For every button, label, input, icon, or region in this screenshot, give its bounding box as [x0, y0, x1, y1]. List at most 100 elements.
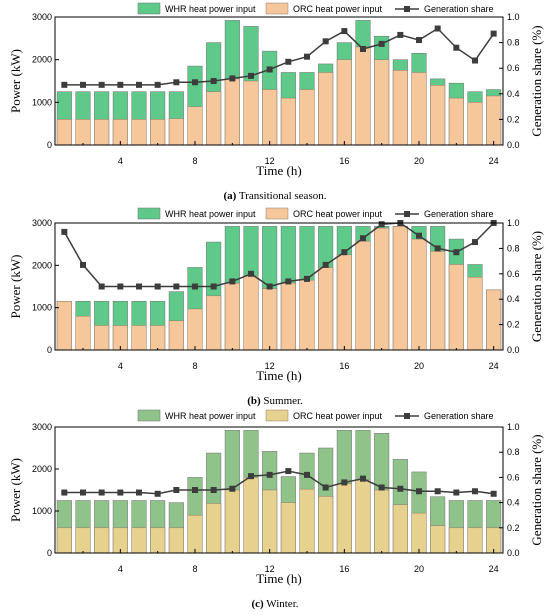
orc-bar: [56, 527, 72, 554]
generation-share-point: [285, 58, 292, 65]
orc-bar: [168, 527, 184, 554]
x-tick-label: 8: [192, 361, 197, 371]
x-axis-title: Time (h): [256, 571, 301, 586]
orc-bar: [318, 267, 334, 351]
orc-bar: [299, 488, 315, 554]
generation-share-point: [472, 488, 478, 495]
y2-tick-label: 1.0: [507, 422, 520, 432]
generation-share-point: [397, 485, 404, 492]
y2-tick-label: 0.2: [507, 523, 520, 533]
orc-bar: [392, 504, 408, 554]
generation-share-point: [136, 283, 142, 290]
generation-share-point: [453, 489, 460, 496]
caption-text: Transitional season.: [236, 190, 326, 202]
generation-share-point: [266, 283, 273, 290]
y-tick-label: 2000: [32, 260, 52, 270]
x-tick-label: 8: [192, 564, 197, 574]
legend-marker-share: [404, 413, 410, 419]
generation-share-line: [64, 27, 495, 86]
orc-bar: [299, 279, 315, 351]
generation-share-point: [285, 468, 292, 475]
x-axis-title: Time (h): [256, 163, 301, 178]
orc-bar: [374, 489, 390, 554]
generation-share-point: [61, 81, 68, 88]
orc-bar: [262, 288, 278, 351]
x-tick-label: 24: [489, 156, 499, 166]
orc-bar: [411, 72, 427, 146]
generation-share-point: [490, 30, 497, 37]
y2-tick-label: 0.0: [507, 345, 520, 355]
generation-share-point: [360, 475, 366, 482]
panel-caption: (b) Summer.: [247, 395, 303, 407]
orc-bar: [224, 78, 240, 146]
y2-tick-label: 0.2: [507, 114, 520, 124]
x-tick-label: 20: [414, 564, 424, 574]
legend-swatch-orc: [265, 207, 289, 220]
orc-bar: [94, 527, 110, 554]
y-tick-label: 0: [47, 548, 52, 558]
orc-bar: [280, 282, 296, 351]
y-axis-title: Power (kW): [8, 458, 23, 522]
panel-caption: (a) Transitional season.: [224, 190, 327, 202]
orc-bar: [392, 226, 408, 351]
generation-share-point: [472, 57, 478, 64]
orc-bar: [318, 72, 334, 146]
legend-label-share: Generation share: [424, 4, 494, 14]
orc-bar: [224, 282, 240, 351]
generation-share-point: [397, 31, 404, 38]
generation-share-point: [248, 72, 254, 79]
panel-caption: (c) Winter.: [251, 598, 298, 610]
chart-panel-1: 4 8 12 16 20 24 0 1000 2000 3000 0.0 0.2 0.4 0.6 0.8 1.…: [8, 2, 544, 202]
orc-bar: [187, 308, 203, 351]
generation-share-point: [341, 249, 348, 256]
orc-bar: [467, 527, 483, 554]
orc-bar: [243, 275, 259, 351]
generation-share-point: [229, 485, 236, 492]
legend-swatch-whr: [137, 2, 161, 15]
generation-share-point: [472, 239, 478, 246]
generation-share-point: [98, 489, 105, 496]
orc-bar: [486, 289, 502, 351]
generation-share-point: [304, 275, 310, 282]
caption-letter: (b): [247, 395, 261, 407]
legend-label-share: Generation share: [424, 209, 494, 219]
legend-swatch-whr: [137, 409, 161, 422]
orc-bar: [374, 59, 390, 146]
generation-share-point: [248, 270, 254, 277]
y2-tick-label: 0.8: [507, 243, 520, 253]
generation-share-point: [378, 40, 385, 47]
legend-swatch-orc: [265, 2, 289, 15]
orc-bar: [94, 325, 110, 351]
y-tick-label: 3000: [32, 422, 52, 432]
generation-share-point: [434, 25, 441, 32]
y2-tick-label: 0.6: [507, 269, 520, 279]
x-axis-title: Time (h): [256, 368, 301, 383]
orc-bar: [336, 254, 352, 351]
generation-share-point: [360, 46, 366, 52]
generation-share-point: [154, 283, 161, 290]
orc-bar: [392, 70, 408, 146]
y2-axis-title: Generation share (%): [529, 434, 544, 545]
orc-bar: [448, 97, 464, 146]
generation-share-point: [304, 471, 310, 478]
orc-bar: [131, 119, 147, 146]
orc-bar: [280, 502, 296, 554]
generation-share-point: [434, 488, 441, 495]
y-tick-label: 3000: [32, 218, 52, 228]
generation-share-point: [266, 471, 273, 478]
generation-share-point: [61, 489, 68, 496]
orc-bar: [206, 503, 222, 554]
legend-label-whr: WHR heat power input: [165, 411, 256, 421]
generation-share-point: [229, 75, 236, 82]
generation-share-point: [80, 81, 86, 88]
generation-share-point: [322, 38, 329, 45]
plot-frame: [54, 426, 504, 554]
legend: WHR heat power input ORC heat power input…: [137, 409, 494, 422]
generation-share-point: [341, 479, 348, 486]
legend-label-orc: ORC heat power input: [293, 209, 383, 219]
generation-share-point: [80, 489, 86, 496]
legend-label-share: Generation share: [424, 411, 494, 421]
y2-tick-label: 0.0: [507, 548, 520, 558]
